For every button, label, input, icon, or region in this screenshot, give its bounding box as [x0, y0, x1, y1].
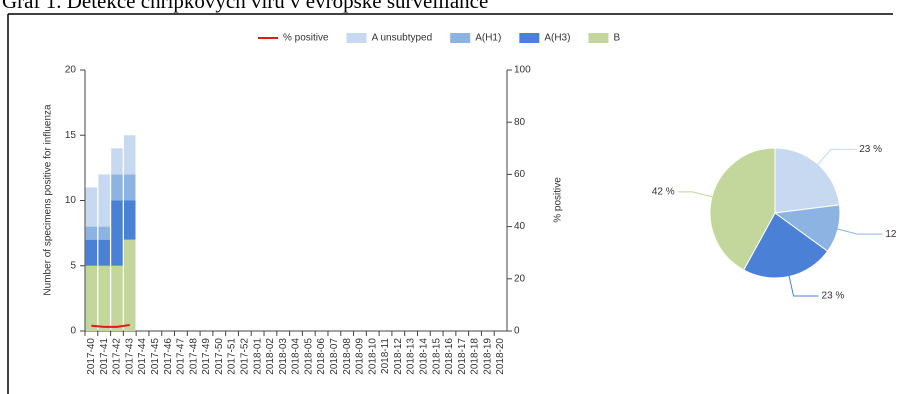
x-tick-label: 2018-17 [457, 338, 468, 375]
bar-segment [111, 200, 123, 266]
x-tick-label: 2017-41 [99, 338, 110, 375]
leader-line [832, 227, 883, 235]
bar-segment [85, 239, 98, 266]
bar-segment [85, 265, 98, 331]
bar-segment [124, 200, 136, 240]
leader-line [677, 191, 718, 199]
bar-segment [111, 174, 123, 201]
y2-tick-label: 40 [514, 221, 526, 232]
x-tick-label: 2017-49 [201, 338, 212, 375]
bar-segment [85, 187, 98, 227]
bar-segment [111, 148, 123, 175]
x-tick-label: 2017-51 [227, 338, 238, 375]
x-tick-label: 2018-11 [380, 338, 391, 374]
x-tick-label: 2018-20 [495, 338, 506, 375]
x-tick-label: 2017-43 [124, 338, 135, 375]
x-tick-label: 2017-50 [214, 338, 225, 375]
x-tick-label: 2018-15 [431, 338, 442, 375]
pie-label: 23 % [859, 144, 882, 155]
x-tick-label: 2018-13 [406, 338, 417, 375]
x-tick-label: 2018-16 [444, 338, 455, 375]
x-tick-label: 2017-52 [239, 338, 250, 375]
bar-segment [124, 174, 136, 201]
x-tick-label: 2017-47 [176, 338, 187, 375]
x-tick-label: 2018-04 [291, 338, 302, 375]
y-tick-label: 10 [65, 195, 77, 206]
x-tick-label: 2018-01 [252, 338, 263, 375]
x-tick-label: 2018-14 [419, 338, 430, 375]
bar-segment [98, 265, 110, 331]
pie-label: 42 % [652, 187, 675, 198]
y2-tick-label: 60 [514, 169, 526, 180]
y2-axis-title: % positive [553, 177, 564, 223]
legend-label: A(H1) [475, 33, 501, 44]
x-tick-label: 2018-07 [329, 338, 340, 375]
x-tick-label: 2017-45 [150, 338, 161, 375]
y-tick-label: 15 [65, 130, 77, 141]
legend-label: B [613, 33, 620, 44]
x-tick-label: 2018-12 [393, 338, 404, 375]
bar-segment [85, 226, 98, 240]
y-tick-label: 20 [65, 65, 77, 76]
y2-tick-label: 100 [514, 65, 531, 76]
leader-line [787, 271, 819, 297]
x-tick-label: 2018-09 [355, 338, 366, 375]
x-tick-label: 2018-19 [482, 338, 493, 375]
x-tick-label: 2018-06 [316, 338, 327, 375]
x-tick-label: 2018-10 [367, 338, 378, 375]
x-tick-label: 2018-02 [265, 338, 276, 375]
y2-tick-label: 20 [514, 273, 526, 284]
page-title: Graf 1. Detekce chřipkových virů v evrop… [2, 0, 488, 13]
y-tick-label: 0 [70, 326, 76, 337]
bar-segment [111, 265, 123, 331]
x-tick-label: 2017-42 [112, 338, 123, 375]
line-series [91, 324, 130, 328]
x-tick-label: 2018-03 [278, 338, 289, 375]
legend-swatch [346, 33, 367, 43]
legend-swatch [450, 33, 471, 43]
y2-tick-label: 0 [514, 326, 520, 337]
bar-segment [98, 226, 110, 240]
y-tick-label: 5 [70, 260, 76, 271]
legend-swatch [588, 33, 609, 43]
x-tick-label: 2018-08 [342, 338, 353, 375]
legend-swatch [519, 33, 540, 43]
x-tick-label: 2018-18 [470, 338, 481, 375]
y2-tick-label: 80 [514, 117, 526, 128]
bar-segment [124, 135, 136, 175]
x-tick-label: 2017-40 [86, 338, 97, 375]
pie-label: 12 % [885, 229, 897, 240]
frame [7, 13, 893, 394]
legend-label: A unsubtyped [372, 33, 433, 44]
bar-segment [124, 239, 136, 331]
pie-slice [774, 147, 841, 214]
legend-label: A(H3) [544, 33, 570, 44]
bar-segment [98, 174, 110, 227]
x-tick-label: 2017-48 [188, 338, 199, 375]
bar-segment [98, 239, 110, 266]
x-tick-label: 2018-05 [303, 338, 314, 375]
x-tick-label: 2017-44 [137, 338, 148, 375]
leader-line [814, 148, 857, 169]
y-axis-title: Number of specimens positive for influen… [43, 104, 54, 296]
pie-label: 23 % [822, 291, 845, 302]
x-tick-label: 2017-46 [163, 338, 174, 375]
legend-label: % positive [283, 33, 329, 44]
